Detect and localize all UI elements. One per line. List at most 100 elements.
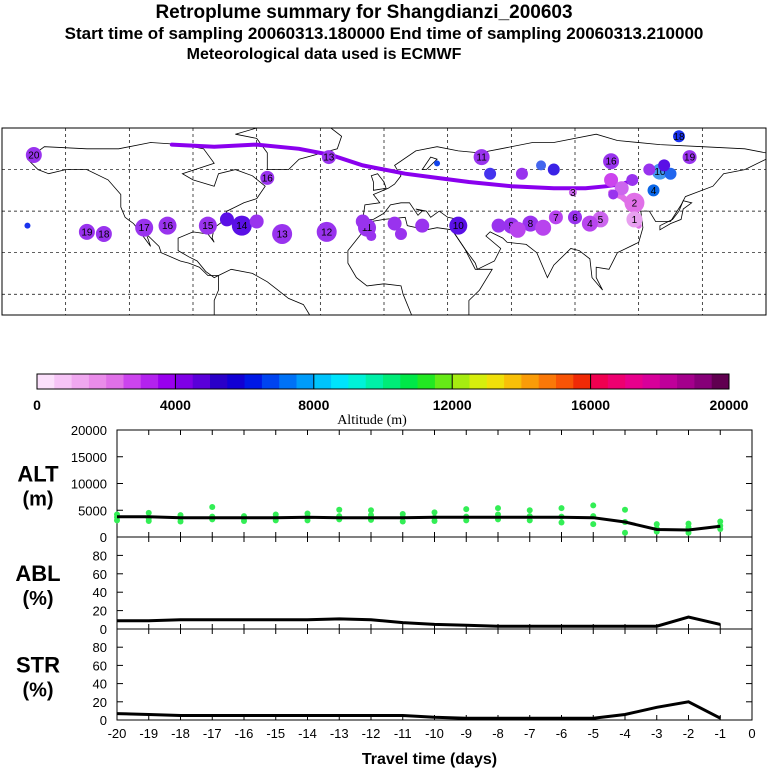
x-tick-label: -4 (619, 726, 631, 741)
x-tick-label: -12 (362, 726, 381, 741)
colorbar-cell (469, 374, 488, 389)
day-marker-label: 4 (587, 219, 593, 230)
day-marker-label: 13 (277, 229, 289, 240)
colorbar-cell (677, 374, 695, 389)
day-marker-circle (672, 130, 685, 143)
x-tick-label: -7 (524, 726, 536, 741)
colorbar-cell (590, 374, 609, 389)
x-tick-label: -10 (425, 726, 444, 741)
x-tick-label: -2 (683, 726, 695, 741)
colorbar-cell (244, 374, 263, 389)
day-marker (249, 214, 264, 229)
day-marker-circle (387, 216, 402, 231)
x-tick-label: -6 (556, 726, 568, 741)
day-marker-circle (415, 218, 430, 233)
day-marker (515, 167, 528, 180)
day-marker: 13 (272, 223, 293, 244)
day-marker-circle (522, 215, 539, 232)
day-marker-circle (135, 218, 154, 237)
day-marker-circle (626, 173, 639, 186)
day-marker-circle (664, 167, 677, 180)
coastline-0 (26, 142, 266, 279)
x-tick-label: -19 (139, 726, 158, 741)
colorbar-cell (158, 374, 176, 389)
colorbar-cell (365, 374, 384, 389)
altitude-colorbar: 0 4000 8000 12000 16000 20000 Altitude (m) (33, 373, 749, 428)
altitude-scatter-point (590, 521, 597, 528)
day-marker: 2 (624, 192, 645, 213)
colorbar-cell (37, 374, 55, 389)
colorbar-cell (486, 374, 505, 389)
altitude-scatter-point (368, 507, 374, 514)
day-marker (643, 163, 656, 176)
day-marker (535, 219, 552, 236)
colorbar-cell (123, 374, 142, 389)
colorbar-cell (279, 374, 297, 389)
altitude-scatter-point (145, 517, 152, 524)
colorbar-ticks: 0 4000 8000 12000 16000 20000 (33, 397, 749, 413)
day-marker-label: 8 (528, 219, 534, 230)
day-marker-circle (355, 214, 370, 229)
colorbar-cell (452, 374, 470, 389)
day-marker-circle (535, 219, 552, 236)
altitude-scatter-point (177, 518, 184, 525)
day-marker-label: 5 (598, 215, 604, 226)
day-marker (614, 181, 629, 196)
world-map: 2019181716151413121110987654321131116191… (1, 127, 767, 316)
median-line (117, 515, 721, 532)
coastline-7 (421, 156, 438, 170)
day-marker: 19 (78, 223, 95, 240)
colorbar-cell (313, 374, 332, 389)
altitude-scatter-point (622, 529, 628, 536)
day-marker-circle (484, 167, 497, 180)
colorbar-cell (88, 374, 107, 389)
day-marker-circle (394, 227, 407, 240)
y-tick-label: 20000 (71, 423, 107, 438)
day-marker: 15 (198, 216, 217, 235)
time-series-panels: 20000150001000050000ALT(m)806040200ABL(%… (15, 423, 755, 768)
altitude-scatter-point (209, 504, 216, 511)
y-tick-label: 60 (93, 567, 107, 582)
day-marker-label: 18 (673, 132, 685, 143)
day-marker-label: 15 (202, 221, 214, 232)
day-marker (366, 231, 377, 242)
altitude-scatter-point (495, 505, 501, 512)
y-tick-label: 0 (100, 530, 107, 545)
colorbar-cell (521, 374, 540, 389)
day-label-markers: 2019181716151413121110987654321131116191… (24, 130, 697, 244)
x-tick-label: -20 (108, 726, 127, 741)
y-tick-label: 60 (93, 658, 107, 673)
day-marker (219, 212, 234, 227)
y-axis-unit: (m) (22, 489, 53, 511)
colorbar-cell (400, 374, 418, 389)
day-marker (484, 167, 497, 180)
day-marker (626, 173, 639, 186)
coastline-5 (370, 173, 387, 191)
day-marker-circle (515, 167, 528, 180)
colorbar-cell (296, 374, 315, 389)
day-marker-circle (473, 149, 490, 166)
coastline-6 (659, 200, 693, 231)
y-tick-label: 0 (100, 713, 107, 728)
day-marker-label: 13 (323, 153, 335, 164)
day-marker-label: 1 (632, 215, 638, 226)
day-marker (608, 189, 619, 200)
met-data-note: Meteorological data used is ECMWF (186, 46, 462, 63)
x-tick-label: -3 (651, 726, 663, 741)
colorbar-cell (642, 374, 661, 389)
colorbar-cell (192, 374, 211, 389)
day-marker (664, 167, 677, 180)
x-tick-label: -1 (714, 726, 726, 741)
day-marker-circle (434, 160, 441, 167)
altitude-scatter-point (145, 509, 152, 516)
day-marker-label: 16 (162, 221, 174, 232)
day-marker-circle (581, 215, 598, 232)
altitude-scatter-point (717, 518, 724, 525)
day-marker (547, 163, 560, 176)
altitude-scatter-point (241, 517, 247, 524)
colorbar-cell (71, 374, 90, 389)
y-tick-label: 20 (93, 695, 107, 710)
day-marker-circle (682, 150, 697, 165)
day-marker: 4 (647, 184, 660, 197)
